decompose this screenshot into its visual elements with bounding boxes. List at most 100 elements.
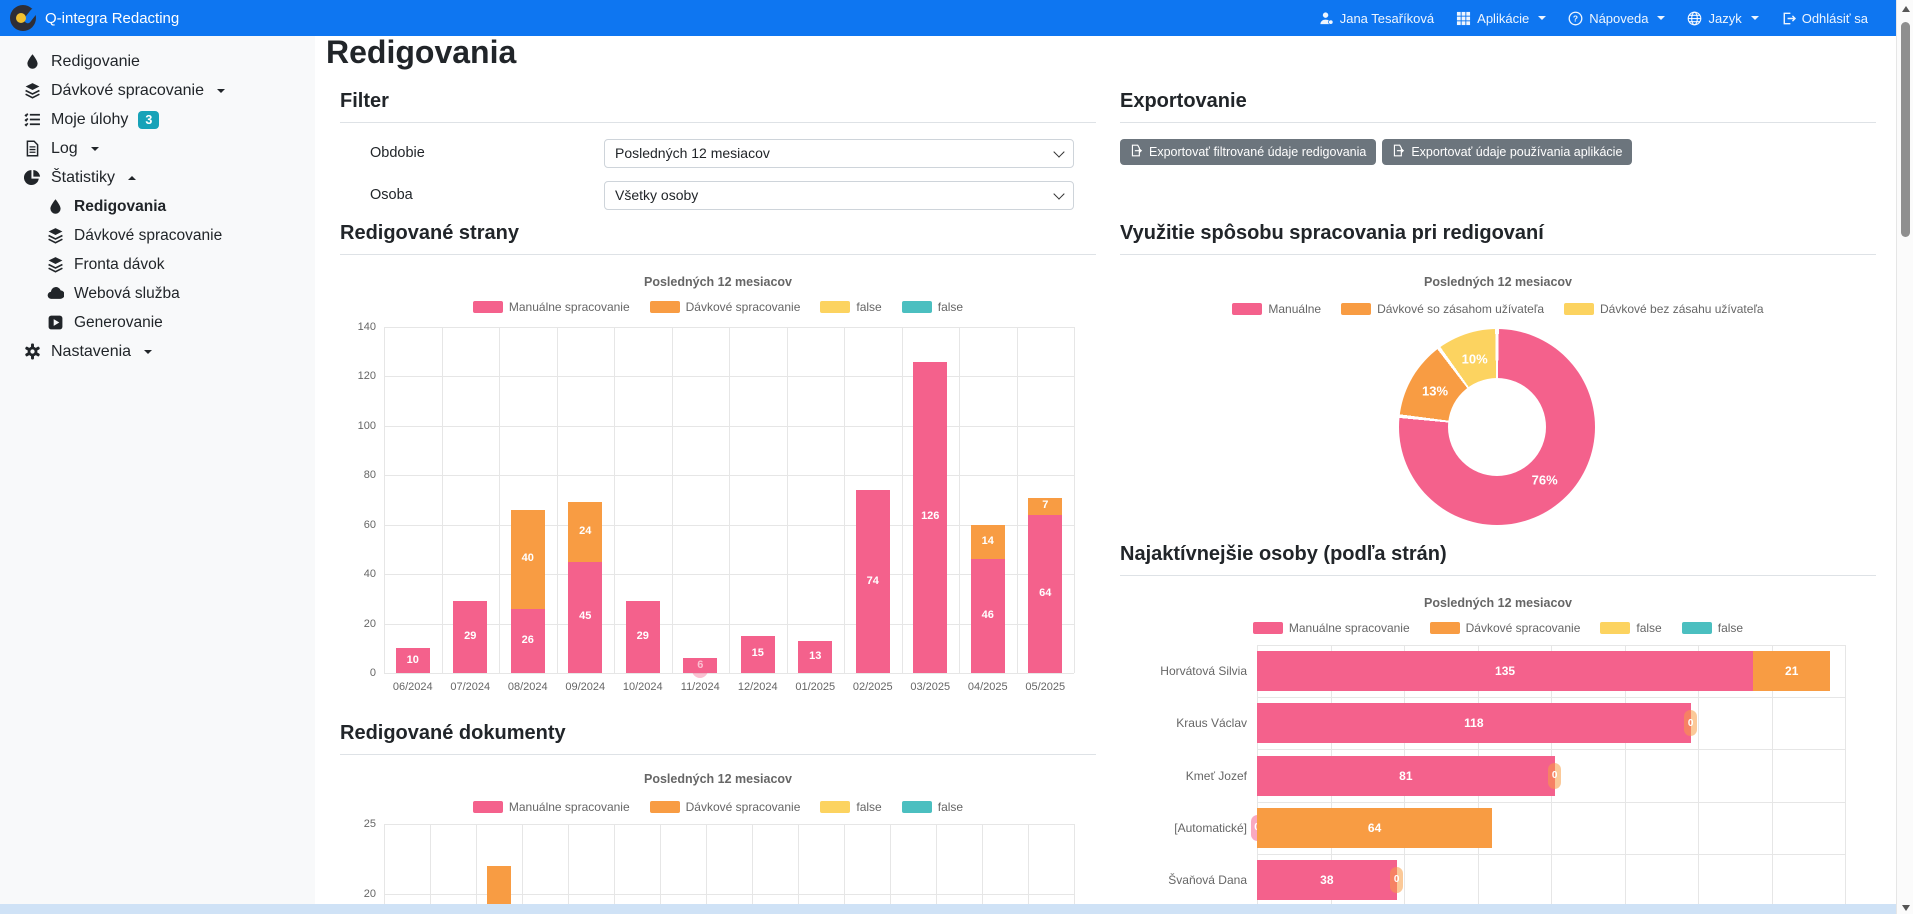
bar-segment[interactable] [1753, 651, 1831, 692]
bar-segment[interactable] [855, 490, 890, 673]
obdobie-select[interactable]: Posledných 12 mesiacov [604, 138, 1074, 168]
export-usage-button[interactable]: Exportovať údaje používania aplikácie [1382, 139, 1633, 165]
bottom-scrollbar-strip [0, 904, 1896, 914]
nav-item-jazyk[interactable]: Jazyk [1687, 11, 1759, 26]
bar-value-label: 38 [1320, 872, 1334, 887]
nav-item-aplikacie[interactable]: Aplikácie [1456, 11, 1547, 26]
chart-dokumenty-heading: Redigované dokumenty [340, 722, 1096, 755]
osoba-select[interactable]: Všetky osoby [604, 180, 1074, 210]
nav-item-user[interactable]: Jana Tesaříková [1319, 11, 1434, 26]
sidebar-item-nastavenia[interactable]: Nastavenia [0, 337, 315, 366]
grid-line [706, 824, 707, 914]
legend-item[interactable]: Manuálne spracovanie [1252, 621, 1410, 635]
bar-value-label: 7 [1042, 499, 1049, 512]
sidebar-item-davkove-spracovanie[interactable]: Dávkové spracovanie [0, 76, 315, 105]
legend-item[interactable]: Manuálne [1232, 302, 1321, 316]
grid-line [1257, 749, 1845, 751]
app-brand[interactable]: Q-integra Redacting [0, 5, 179, 31]
sidebar-item-redigovanie[interactable]: Redigovanie [0, 47, 315, 76]
legend-swatch [1232, 303, 1263, 315]
export-buttons: Exportovať filtrované údaje redigovania … [1120, 139, 1633, 165]
legend-item[interactable]: false [820, 300, 882, 314]
sidebar-item-log[interactable]: Log [0, 134, 315, 163]
sidebar-item-fronta-davok[interactable]: Fronta dávok [0, 250, 315, 279]
x-tick-label: 09/2024 [565, 681, 606, 693]
grid-line [1771, 645, 1773, 906]
bar-segment[interactable] [683, 658, 718, 673]
legend-item[interactable]: Dávkové spracovanie [649, 800, 800, 814]
bar-segment[interactable] [1257, 755, 1555, 796]
tasks-icon [24, 111, 41, 128]
person-label: Kmeť Jozef [1185, 768, 1247, 783]
bar-segment[interactable] [970, 524, 1005, 560]
grid-line [430, 824, 431, 914]
vertical-scrollbar[interactable] [1896, 0, 1913, 914]
grid-line [844, 824, 845, 914]
sidebar-item-webova-sluzba[interactable]: Webová služba [0, 279, 315, 308]
legend-item[interactable]: false [1600, 621, 1662, 635]
chart-subtitle: Posledných 12 mesiacov [1424, 275, 1572, 289]
scroll-down-arrow[interactable] [1902, 905, 1910, 911]
grid-line [556, 327, 558, 673]
bar-segment[interactable] [395, 648, 430, 673]
grid-line [384, 824, 1074, 825]
bar-value-label: 64 [1039, 586, 1052, 599]
bar-segment[interactable] [1257, 859, 1397, 900]
sidebar-item-statistiky-davkove-spracovanie[interactable]: Dávkové spracovanie [0, 221, 315, 250]
legend-item[interactable]: Dávkové spracovanie [649, 300, 800, 314]
legend-item[interactable]: Manuálne spracovanie [472, 300, 630, 314]
sidebar-item-generovanie[interactable]: Generovanie [0, 308, 315, 337]
export-filtered-button[interactable]: Exportovať filtrované údaje redigovania [1120, 139, 1377, 165]
bar-segment[interactable] [1028, 497, 1063, 515]
chevron-up-icon [128, 175, 137, 180]
donut-chart[interactable]: 76% 13% 10% [1399, 329, 1595, 525]
osoba-select-wrap: Všetky osoby [604, 180, 1074, 210]
legend-item[interactable]: Manuálne spracovanie [472, 800, 630, 814]
grid-line [959, 327, 960, 673]
scrollbar-thumb[interactable] [1901, 22, 1910, 237]
bar-segment[interactable] [1028, 514, 1063, 673]
person-label: [Automatické] [1174, 820, 1247, 835]
sidebar-item-statistiky-redigovania[interactable]: Redigovania [0, 192, 315, 221]
bar-segment[interactable] [453, 601, 488, 673]
obdobie-label: Obdobie [370, 145, 425, 161]
sidebar-item-moje-ulohy[interactable]: Moje úlohy 3 [0, 105, 315, 134]
sidebar-item-statistiky[interactable]: Štatistiky [0, 163, 315, 192]
bar-segment[interactable] [913, 361, 948, 673]
page-title: Redigovania [326, 34, 517, 70]
nav-item-napoveda[interactable]: ? Nápoveda [1568, 11, 1666, 26]
bar-segment[interactable] [568, 561, 603, 673]
legend-item[interactable]: false [820, 800, 882, 814]
scroll-up-arrow[interactable] [1902, 6, 1910, 12]
bar-segment[interactable] [625, 601, 660, 673]
bar-segment[interactable] [740, 635, 775, 673]
gear-icon [24, 343, 41, 360]
legend-swatch [1429, 622, 1460, 634]
nav-item-odhlasit-sa[interactable]: Odhlásiť sa [1781, 11, 1868, 26]
bar-segment[interactable] [510, 509, 545, 609]
bar-segment[interactable] [1257, 651, 1754, 692]
grid-line [568, 824, 569, 914]
legend-item[interactable]: Dávkové so zásahom užívateľa [1341, 302, 1544, 316]
bar-segment[interactable] [1257, 807, 1493, 848]
legend-item[interactable]: false [901, 300, 963, 314]
x-tick-label: 07/2024 [450, 681, 491, 693]
legend-item[interactable]: false [901, 800, 963, 814]
bar-value-label: 29 [636, 630, 649, 643]
app-logo-icon [10, 5, 36, 31]
bar-segment[interactable] [510, 608, 545, 673]
legend-item[interactable]: Dávkové spracovanie [1429, 621, 1580, 635]
bar-segment[interactable] [970, 559, 1005, 673]
bar-segment[interactable] [798, 640, 833, 673]
legend-item[interactable]: Dávkové bez zásahu užívateľa [1564, 302, 1764, 316]
filter-heading: Filter [340, 90, 1096, 123]
x-tick-label: 01/2025 [795, 681, 836, 693]
chart-vyuzitie-heading: Využitie spôsobu spracovania pri redigov… [1120, 222, 1876, 255]
sidebar-item-label: Webová služba [74, 284, 180, 302]
bar-segment[interactable] [1257, 703, 1691, 744]
legend-item[interactable]: false [1681, 621, 1743, 635]
bar-value-label: 6 [697, 658, 704, 671]
grid-line [1257, 645, 1845, 646]
bar-segment[interactable] [568, 502, 603, 562]
